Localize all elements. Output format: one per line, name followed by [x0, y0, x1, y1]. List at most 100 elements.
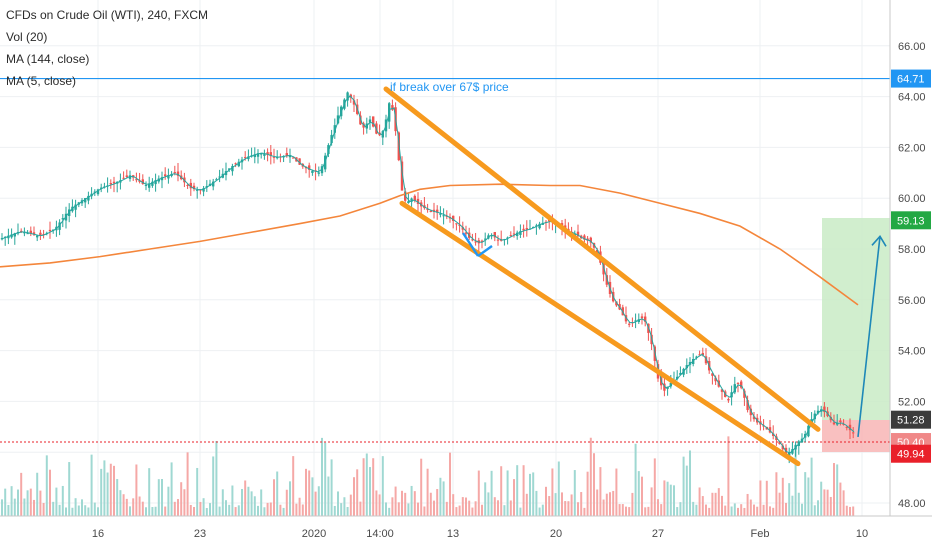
volume-bar	[189, 504, 192, 516]
volume-bar	[157, 479, 160, 516]
volume-bar	[356, 469, 359, 516]
volume-bar	[292, 456, 295, 516]
candle	[20, 230, 23, 232]
volume-bar	[132, 498, 135, 516]
target-arrow[interactable]	[857, 234, 887, 438]
volume-bar	[234, 507, 237, 516]
candle	[196, 189, 199, 191]
volume-bar	[801, 503, 803, 516]
volume-bar	[215, 441, 218, 516]
volume-bar	[381, 456, 384, 516]
volume-bar	[68, 462, 71, 516]
volume-bar	[804, 472, 807, 516]
x-tick-label: 16	[92, 528, 104, 540]
volume-bar	[65, 507, 67, 516]
x-tick-label: 27	[652, 528, 664, 540]
volume-bar	[196, 467, 199, 516]
volume-bar	[193, 507, 195, 516]
volume-bar	[260, 489, 263, 516]
volume-bar	[567, 501, 570, 516]
y-tick-label: 58.00	[898, 244, 926, 256]
y-tick-label: 62.00	[898, 142, 926, 154]
volume-bar	[756, 506, 759, 516]
candle	[327, 145, 330, 154]
volume-bar	[55, 487, 58, 516]
candle	[461, 227, 464, 230]
price-label-box	[891, 410, 931, 429]
volume-bar	[615, 468, 618, 516]
candle	[576, 231, 580, 237]
volume-bar	[282, 507, 285, 516]
legend-volume: Vol (20)	[6, 30, 48, 44]
volume-bar	[717, 488, 720, 516]
y-tick-label: 66.00	[898, 41, 926, 53]
candle	[269, 152, 272, 157]
volume-bar	[657, 499, 659, 516]
candle	[372, 116, 375, 127]
volume-bar	[353, 477, 355, 516]
volume-bar	[237, 505, 240, 516]
candle	[288, 155, 292, 158]
candle	[228, 168, 231, 170]
candle	[829, 416, 832, 421]
volume-bar	[759, 480, 762, 516]
volume-bar	[452, 494, 455, 516]
volume-bar	[589, 437, 592, 516]
candle	[778, 441, 781, 445]
volume-bar	[548, 496, 551, 516]
y-tick-label: 54.00	[898, 346, 926, 358]
candle	[429, 211, 432, 213]
volume-bar	[695, 504, 698, 516]
candle	[832, 422, 836, 425]
candle	[36, 235, 39, 238]
volume-bar	[730, 506, 733, 516]
candle	[122, 177, 125, 179]
volume-bar	[7, 504, 10, 516]
candle	[733, 384, 736, 393]
channel-lower-line[interactable]	[399, 200, 801, 467]
volume-bar	[378, 494, 381, 516]
candle	[480, 240, 484, 242]
volume-bar	[42, 502, 45, 516]
candle	[749, 408, 752, 416]
x-tick-label: 14:00	[366, 528, 394, 540]
volume-bar	[484, 482, 487, 516]
volume-bar	[772, 507, 775, 516]
volume-bar	[186, 452, 189, 516]
x-tick-label: 20	[550, 528, 562, 540]
volume-bar	[49, 469, 51, 516]
candle	[519, 231, 522, 235]
volume-bar	[532, 472, 535, 516]
volume-bar	[708, 507, 711, 516]
volume-bar	[516, 465, 519, 516]
volume-bar	[138, 496, 141, 516]
volume-bar	[349, 494, 352, 516]
volume-bar	[183, 489, 186, 516]
volume-bar	[625, 506, 627, 516]
candle	[772, 433, 775, 436]
volume-bar	[36, 472, 39, 516]
volume-bar	[653, 458, 656, 516]
volume-bar	[87, 507, 90, 516]
volume-bar	[122, 494, 125, 516]
volume-bar	[225, 500, 227, 516]
volume-bar	[58, 504, 61, 516]
candle	[336, 115, 340, 124]
volume-bar	[333, 505, 336, 516]
candle	[231, 166, 234, 172]
candle	[125, 175, 128, 177]
volume-bar	[833, 463, 835, 516]
volume-bar	[97, 507, 99, 516]
volume-bar	[829, 496, 832, 516]
volume-bar	[61, 485, 64, 516]
volume-bar	[442, 481, 445, 516]
volume-bar	[733, 503, 736, 516]
volume-bar	[557, 461, 560, 516]
candle	[164, 174, 167, 177]
volume-bar	[458, 505, 461, 516]
channel-upper-line[interactable]	[383, 86, 821, 432]
candle	[743, 390, 746, 398]
candle	[311, 170, 314, 173]
candle	[135, 179, 138, 181]
